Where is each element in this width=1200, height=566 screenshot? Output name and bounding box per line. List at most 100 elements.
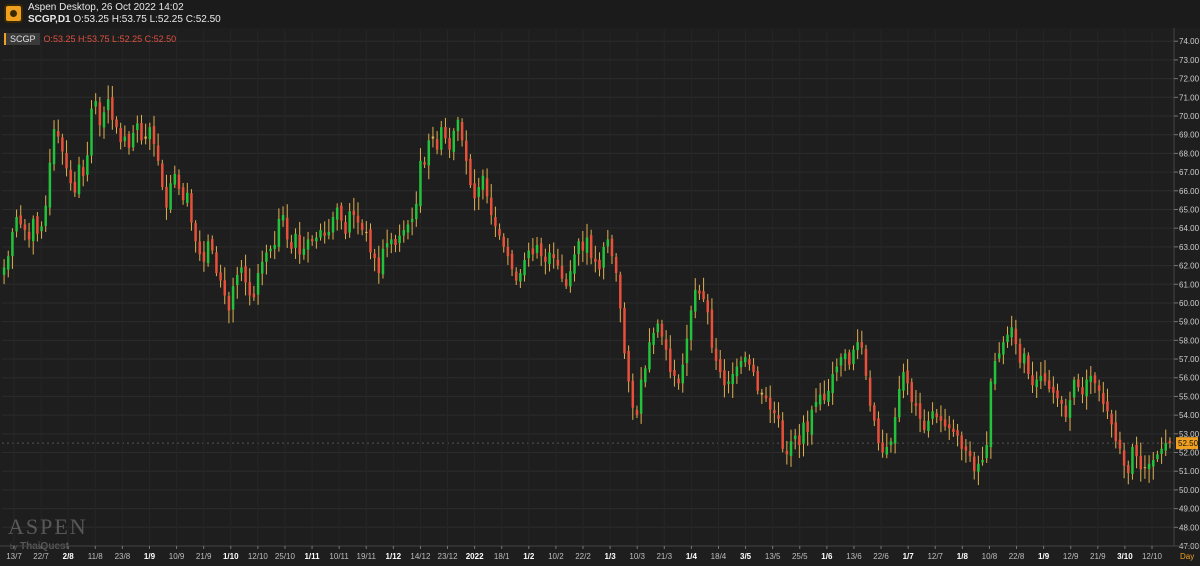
candle-body [1027,355,1030,374]
candle-body [477,187,480,197]
x-tick-label: 23/8 [115,552,131,561]
ohlc-header-values: O:53.25 H:53.75 L:52.25 C:52.50 [73,14,221,25]
candle-body [748,359,751,365]
x-tick-label: 11/8 [88,552,104,561]
candle-body [1085,379,1088,397]
candle-body [11,231,14,257]
candle-body [1043,373,1047,382]
aspen-logo-icon[interactable] [4,4,23,23]
y-tick-label: 68.00 [1179,149,1200,158]
candle-body [394,239,397,245]
candle-body [1135,444,1138,457]
candle-body [1035,379,1038,388]
candle-body [1093,375,1097,384]
candle-body [448,137,451,150]
y-tick-label: 70.00 [1179,112,1200,121]
candle-body [398,235,401,244]
candle-body [81,167,85,176]
x-tick-label: 12/10 [1142,552,1163,561]
x-tick-label: 21/9 [1090,552,1106,561]
candle-body [1164,443,1168,451]
x-tick-label: 23/12 [438,552,459,561]
candle-body [502,236,505,247]
candle-body [69,169,72,184]
last-price-label: 52.50 [1178,439,1199,448]
candle-body [61,137,64,152]
candle-body [789,441,793,457]
candle-body [77,164,81,195]
symbol-chip[interactable]: SCGP [4,32,40,45]
candle-body [644,368,647,383]
candle-body [161,163,164,188]
candle-body [743,357,747,363]
candle-body [40,226,43,232]
candle-body [898,388,901,418]
candle-body [144,136,147,139]
candle-body [1047,380,1051,389]
candle-body [731,374,734,385]
candle-body [1110,413,1113,425]
candle-body [739,360,743,368]
candle-body [352,210,356,216]
window-title: Aspen Desktop, 26 Oct 2022 14:02 [28,2,184,13]
candle-body [577,241,580,255]
price-chart[interactable]: ASPEN by ThaiQuest 74.0073.0072.0071.007… [0,28,1200,566]
candle-body [102,112,106,128]
candle-body [823,393,826,401]
legend-ohlc: O:53.25 H:53.75 L:52.25 C:52.50 [43,33,177,44]
candle-body [881,442,884,453]
candle-body [23,224,27,231]
x-tick-label: 14/12 [410,552,431,561]
candle-body [111,97,114,120]
candle-body [140,122,143,141]
price-axis[interactable]: 74.00 73.00 72.00 71.00 70.00 69.00 68.00 67.00… [1173,28,1200,551]
y-tick-label: 58.00 [1179,336,1200,345]
candle-body [481,175,485,190]
y-tick-label: 53.00 [1179,430,1200,439]
candle-body [211,239,214,251]
candle-body [294,233,297,248]
x-tick-label: 12/7 [927,552,943,561]
y-tick-label: 73.00 [1179,56,1200,65]
candle-body [914,403,918,406]
candle-body [614,256,618,274]
candle-body [1089,375,1093,382]
candle-body [377,257,381,274]
candle-body [1022,353,1026,364]
candle-body [260,261,264,274]
candle-body [340,205,343,221]
candle-body [240,267,243,273]
candle-body [698,290,701,294]
candle-body [181,187,185,201]
candle-body [706,300,709,313]
candle-body [1081,387,1084,395]
y-tick-label: 72.00 [1179,75,1200,84]
y-tick-label: 57.00 [1179,355,1200,364]
x-tick-label: 1/3 [605,552,617,561]
y-tick-label: 74.00 [1179,37,1200,46]
candle-body [981,460,984,463]
last-price-tag [1176,437,1198,450]
x-tick-label: 1/10 [223,552,239,561]
candlestick-chart[interactable]: ASPEN by ThaiQuest 74.0073.0072.0071.007… [0,28,1200,566]
time-axis[interactable]: 13/7 22/7 2/8 11/8 23/8 1/9 10/9 21/9 1/10 12/10 2… [0,545,1200,561]
candle-body [494,217,497,227]
candle-body [685,338,689,364]
candle-body [756,371,759,391]
candle-body [269,248,272,252]
candle-body [939,416,943,421]
candle-body [402,230,406,236]
x-tick-label: 10/11 [329,552,349,561]
candle-body [190,193,193,223]
candle-body [36,216,39,234]
candle-body [202,251,206,262]
candle-body [306,239,310,250]
candle-body [752,364,755,373]
y-tick-label: 50.00 [1179,486,1200,495]
candle-body [173,173,177,185]
candle-body [723,370,726,386]
x-tick-label: 2/8 [63,552,75,561]
candle-body [290,241,293,249]
x-tick-label: 25/5 [792,552,808,561]
candle-body [465,140,468,161]
